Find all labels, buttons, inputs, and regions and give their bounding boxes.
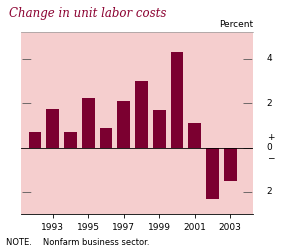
Text: —: — [243, 143, 252, 153]
Bar [29, 132, 41, 148]
Bar [224, 148, 237, 181]
Bar [46, 109, 59, 148]
Bar [82, 98, 95, 148]
Text: Change in unit labor costs: Change in unit labor costs [9, 7, 166, 20]
Bar [188, 123, 201, 148]
Bar [64, 132, 77, 148]
Text: —: — [243, 187, 252, 197]
Text: 4: 4 [267, 55, 272, 63]
Bar [135, 81, 148, 148]
Text: —: — [22, 54, 32, 64]
Bar [171, 52, 183, 148]
Text: —: — [22, 187, 32, 197]
Bar [153, 110, 166, 148]
Text: Percent: Percent [219, 20, 253, 29]
Text: NOTE.  Nonfarm business sector.: NOTE. Nonfarm business sector. [6, 238, 150, 247]
Bar [206, 148, 219, 199]
Text: —: — [22, 98, 32, 108]
Text: —: — [243, 98, 252, 108]
Text: 2: 2 [267, 99, 272, 108]
Bar [100, 128, 112, 148]
Text: —: — [243, 54, 252, 64]
Bar [117, 101, 130, 148]
Text: +
0
−: + 0 − [267, 133, 274, 162]
Text: 2: 2 [267, 187, 272, 196]
